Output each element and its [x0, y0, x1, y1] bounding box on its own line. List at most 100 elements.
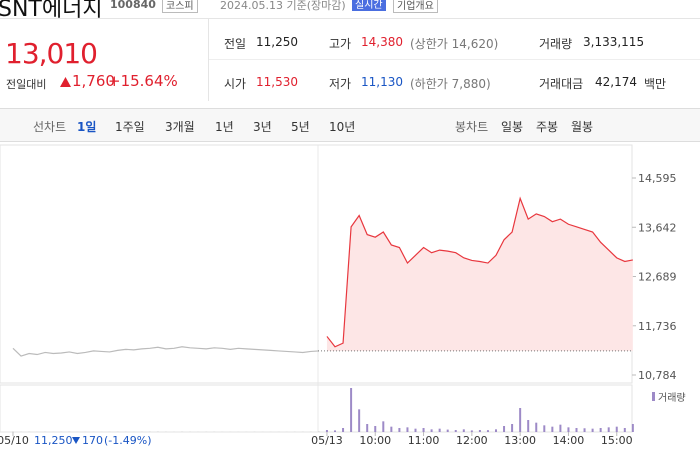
volume-bar [350, 388, 353, 432]
footer-change: 170 [82, 434, 103, 447]
change-rate: +15.64% [108, 72, 178, 90]
header: SNT에너지 100840 코스피 2024.05.13 기준(장마감) 실시간… [0, 0, 700, 18]
candle-tab[interactable]: 일봉 [501, 120, 524, 134]
price-line [326, 196, 633, 348]
x-tick-label: 10:00 [359, 434, 391, 447]
period-tab[interactable]: 10년 [329, 120, 356, 134]
volume-bar [543, 425, 546, 432]
volume-bar [575, 428, 578, 432]
realtime-badge[interactable]: 실시간 [352, 0, 386, 11]
change-label: 전일대비 [6, 78, 47, 91]
quote-label: 시가 [224, 77, 247, 91]
volume-bar [382, 421, 385, 432]
volume-bar [430, 429, 433, 432]
y-tick-label: 13,642 [638, 221, 677, 234]
up-arrow [60, 77, 71, 87]
volume-bar [591, 428, 594, 432]
quote-label: 고가 [329, 37, 352, 51]
current-price: 13,010 [5, 37, 98, 70]
stock-code: 100840 [110, 0, 156, 11]
volume-legend-swatch [652, 392, 655, 401]
volume-legend: 거래량 [658, 392, 686, 404]
period-tab[interactable]: 5년 [291, 120, 310, 134]
volume-bar [503, 426, 506, 432]
volume-bar [334, 430, 336, 432]
x-tick-label: 13:00 [504, 434, 536, 447]
volume-bar [422, 428, 425, 432]
price-chart: 14,595 13,642 12,689 11,736 10,784 거래량 05/10 05… [0, 144, 686, 447]
volume-bar [390, 426, 393, 432]
volume-bar [446, 429, 449, 432]
quote-note: (상한가 14,620) [410, 37, 499, 51]
overview-button[interactable]: 기업개요 [393, 0, 438, 13]
volume-bar [398, 428, 401, 432]
x-tick-label: 15:00 [601, 434, 633, 447]
quote-value: 11,530 [256, 75, 298, 89]
footer-price: 11,250 [34, 434, 73, 447]
down-arrow [72, 437, 80, 444]
volume-bar [551, 426, 554, 432]
volume-bar [519, 408, 522, 432]
volume-bar [583, 428, 586, 432]
volume-bar [366, 424, 369, 432]
market-badge: 코스피 [162, 0, 198, 13]
quote-value: 11,130 [361, 75, 403, 89]
period-tab[interactable]: 3년 [253, 120, 272, 134]
volume-bar [615, 426, 618, 432]
x-tick-label: 12:00 [456, 434, 488, 447]
volume-bar [623, 428, 626, 432]
volume-bar [414, 428, 417, 432]
price-line [12, 346, 319, 357]
volume-bar [631, 424, 634, 432]
footer-rate: (-1.49%) [104, 434, 152, 447]
volume-frame [0, 384, 633, 433]
candle-tab[interactable]: 월봉 [571, 120, 594, 134]
quote-value: 14,380 [361, 35, 403, 49]
volume-bar [358, 409, 361, 432]
price-box: 13,010 전일대비 1,760 +15.64% [0, 18, 209, 101]
volume-bar [495, 429, 497, 432]
quote-value: 3,133,115 [583, 35, 645, 49]
y-tick-label: 10,784 [638, 369, 677, 382]
volume-bar [567, 427, 570, 432]
tab-group-label: 선차트 [33, 120, 67, 134]
base-date: 2024.05.13 기준(장마감) [220, 0, 346, 12]
divider [209, 59, 700, 60]
volume-bar [478, 430, 481, 432]
stock-name: SNT에너지 [0, 0, 103, 18]
x-tick-label: 05/13 [311, 434, 343, 447]
period-tab[interactable]: 1주일 [115, 120, 145, 134]
quote-unit: 백만 [644, 77, 667, 91]
volume-bar [374, 426, 377, 432]
period-tab[interactable]: 1일 [77, 120, 97, 134]
y-tick-label: 12,689 [638, 271, 677, 284]
y-tick-label: 11,736 [638, 320, 677, 333]
volume-bar [486, 430, 489, 432]
volume-bar [599, 428, 602, 432]
quote-value: 42,174 [595, 75, 637, 89]
volume-bar [559, 424, 562, 432]
period-tabs: 선차트 1일 1주일 3개월 1년 3년 5년 10년 봉차트 일봉 주봉 월봉 [0, 108, 700, 142]
y-tick-label: 14,595 [638, 172, 677, 185]
volume-bar [535, 422, 538, 432]
quote-label: 전일 [224, 37, 247, 51]
quote-table: 전일 11,250 고가 14,380 (상한가 14,620) 거래량 3,133,115… [209, 18, 700, 101]
price-change: 1,760 [72, 72, 115, 90]
x-tick-label: 14:00 [553, 434, 585, 447]
volume-bar [462, 429, 465, 432]
candle-tab[interactable]: 주봉 [536, 120, 559, 134]
volume-bar [438, 428, 441, 432]
volume-bar [317, 431, 320, 432]
quote-value: 11,250 [256, 35, 298, 49]
quote-label: 거래량 [539, 37, 573, 51]
period-tab[interactable]: 1년 [215, 120, 234, 134]
volume-bar [406, 427, 409, 432]
period-tab[interactable]: 3개월 [165, 120, 195, 134]
volume-bar [325, 430, 328, 432]
x-tick-label: 11:00 [408, 434, 440, 447]
quote-label: 저가 [329, 77, 352, 91]
volume-bar [454, 430, 457, 432]
volume-bar [527, 420, 530, 432]
price-area [326, 198, 633, 351]
